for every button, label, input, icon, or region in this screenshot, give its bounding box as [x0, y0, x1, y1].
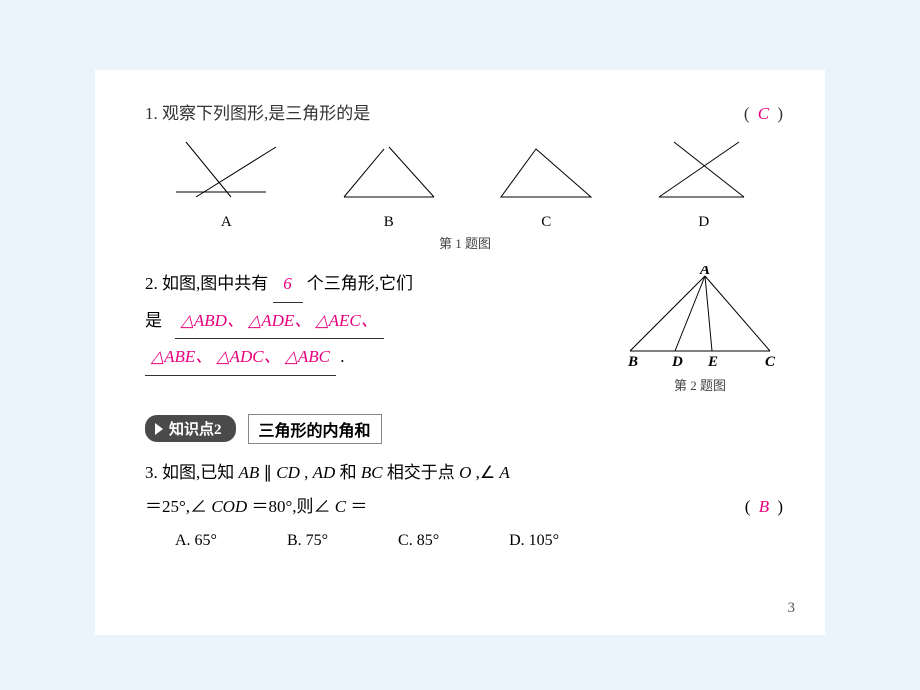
opt-C: C. 85° [398, 532, 439, 550]
arrow-icon [155, 423, 163, 435]
q2-caption: 第 2 题图 [615, 375, 785, 394]
q3-line1: 3. 如图,已知 AB ∥ CD , AD 和 BC 相交于点 O ,∠ A [145, 456, 785, 490]
q3-bc: BC [361, 463, 383, 482]
q3-comma: , [304, 463, 308, 482]
tri-1: △ADE [248, 311, 294, 330]
shape-B [329, 137, 449, 207]
v-C: C [765, 354, 776, 366]
q2-row: 2. 如图,图中共有 6 个三角形,它们 是 △ABD、 △ADE、 △AEC、… [145, 266, 785, 408]
q3-t5: ＝80°,则∠ [251, 497, 330, 516]
paren-open: ( [744, 104, 752, 123]
opt-B: B. 75° [287, 532, 328, 550]
q3-and: 和 [340, 463, 361, 482]
kp-badge: 知识点2 [145, 415, 236, 442]
q3-ab: AB [239, 463, 260, 482]
label-C: C [491, 214, 601, 231]
sep2: 、 [361, 311, 378, 330]
q1-caption: 第 1 题图 [145, 233, 785, 252]
sep3: 、 [195, 347, 212, 366]
q1-figures: A B C D [145, 137, 785, 231]
q1-paren: ( C ) [744, 100, 785, 129]
label-D: D [644, 214, 764, 231]
opt-D: D. 105° [509, 532, 559, 550]
tri-4: △ADC [216, 347, 263, 366]
shape-D [644, 137, 764, 207]
tri-5: △ABC [285, 347, 330, 366]
q2-blank1: △ABD、 △ADE、 △AEC、 [175, 303, 384, 340]
opt-A: A. 65° [175, 532, 217, 550]
q3-a: A [499, 463, 509, 482]
q3-ad: AD [313, 463, 336, 482]
worksheet-page: 1. 观察下列图形,是三角形的是 ( C ) A B [95, 70, 825, 635]
kp-title: 三角形的内角和 [248, 414, 382, 444]
shape-A [166, 137, 286, 207]
sep0: 、 [227, 311, 244, 330]
label-B: B [329, 214, 449, 231]
sep4: 、 [264, 347, 281, 366]
q1-text: 1. 观察下列图形,是三角形的是 [145, 100, 370, 129]
q2-count: 6 [273, 266, 303, 303]
q3-pc: ) [777, 497, 785, 516]
q2-diagram-wrap: A B D E C 第 2 题图 [615, 266, 785, 408]
tri-2: △AEC [316, 311, 361, 330]
tri-3: △ABE [151, 347, 195, 366]
q3-eq: ＝ [350, 497, 367, 516]
v-D: D [671, 354, 683, 366]
q1-line: 1. 观察下列图形,是三角形的是 ( C ) [145, 100, 785, 129]
tri-0: △ABD [181, 311, 227, 330]
q2-shi: 是 [145, 311, 162, 330]
q3: 3. 如图,已知 AB ∥ CD , AD 和 BC 相交于点 O ,∠ A ＝… [145, 456, 785, 524]
q3-t3: ,∠ [476, 463, 496, 482]
fig-D: D [644, 137, 764, 231]
kp-badge-text: 知识点2 [169, 418, 222, 439]
q3-c: C [335, 497, 346, 516]
v-B: B [627, 354, 638, 366]
q3-paren: ( B ) [745, 490, 785, 524]
label-A: A [166, 214, 286, 231]
page-number: 3 [788, 600, 796, 617]
fig-B: B [329, 137, 449, 231]
q2-diagram: A B D E C [620, 266, 780, 366]
v-E: E [707, 354, 718, 366]
q3-t4: ＝25°,∠ [145, 497, 207, 516]
q2-mid: 个三角形,它们 [307, 274, 413, 293]
q1-answer: C [758, 104, 771, 123]
q3-par: ∥ [264, 463, 273, 482]
q2-prefix: 2. 如图,图中共有 [145, 274, 268, 293]
q2-text: 2. 如图,图中共有 6 个三角形,它们 是 △ABD、 △ADE、 △AEC、… [145, 266, 615, 408]
knowledge-point-row: 知识点2 三角形的内角和 [145, 414, 785, 444]
q3-line2: ＝25°,∠ COD ＝80°,则∠ C ＝ ( B ) [145, 490, 785, 524]
q2-period: . [340, 347, 344, 366]
paren-close: ) [777, 104, 785, 123]
fig-C: C [491, 137, 601, 231]
q3-t2: 相交于点 [387, 463, 459, 482]
fig-A: A [166, 137, 286, 231]
q3-options: A. 65° B. 75° C. 85° D. 105° [145, 532, 785, 550]
v-A: A [699, 266, 710, 278]
shape-C [491, 137, 601, 207]
q3-t1: 3. 如图,已知 [145, 463, 239, 482]
q3-answer: B [759, 497, 771, 516]
q3-cod: COD [211, 497, 247, 516]
q3-o: O [459, 463, 471, 482]
q2-blank2: △ABE、 △ADC、 △ABC [145, 339, 336, 376]
sep1: 、 [294, 311, 311, 330]
q3-po: ( [745, 497, 753, 516]
q3-cd: CD [276, 463, 300, 482]
